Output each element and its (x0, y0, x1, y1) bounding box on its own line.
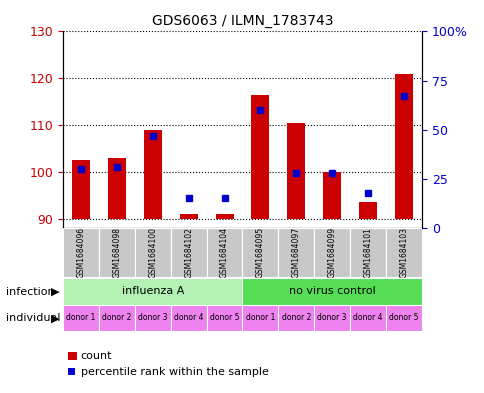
Text: no virus control: no virus control (288, 286, 375, 296)
Text: donor 1: donor 1 (66, 314, 95, 322)
Bar (278, 305, 314, 331)
Bar (170, 228, 206, 277)
Bar (242, 278, 421, 305)
Bar (251, 95, 269, 219)
Bar (135, 228, 170, 277)
Text: GSM1684095: GSM1684095 (256, 227, 264, 278)
Bar (358, 202, 376, 219)
Text: ▶: ▶ (51, 286, 60, 297)
Bar (278, 228, 314, 277)
Text: donor 3: donor 3 (138, 314, 167, 322)
Bar (206, 305, 242, 331)
Bar (215, 214, 233, 219)
Bar (72, 160, 90, 219)
Bar (314, 305, 349, 331)
Bar (63, 305, 99, 331)
Bar (206, 228, 242, 277)
Text: GSM1684097: GSM1684097 (291, 227, 300, 278)
Text: GSM1684103: GSM1684103 (399, 227, 408, 278)
Text: count: count (80, 351, 112, 361)
Bar (170, 305, 206, 331)
Text: GSM1684100: GSM1684100 (148, 227, 157, 278)
Bar (179, 214, 197, 219)
Text: donor 3: donor 3 (317, 314, 346, 322)
Text: GSM1684098: GSM1684098 (112, 227, 121, 278)
Bar (242, 305, 278, 331)
Bar (314, 228, 349, 277)
Bar (385, 228, 421, 277)
Bar (99, 305, 135, 331)
Bar (135, 305, 170, 331)
Text: GSM1684099: GSM1684099 (327, 227, 336, 278)
Text: donor 4: donor 4 (353, 314, 382, 322)
Bar (385, 305, 421, 331)
Text: ▶: ▶ (51, 313, 60, 323)
Bar (287, 123, 304, 219)
Text: donor 5: donor 5 (389, 314, 418, 322)
Bar (63, 278, 242, 305)
Bar (349, 305, 385, 331)
Bar (63, 228, 99, 277)
Text: infection: infection (6, 286, 54, 297)
Text: GSM1684102: GSM1684102 (184, 227, 193, 278)
Bar (107, 158, 125, 219)
Text: GSM1684096: GSM1684096 (76, 227, 85, 278)
Text: GSM1684101: GSM1684101 (363, 227, 372, 278)
Bar (242, 228, 278, 277)
Text: donor 2: donor 2 (281, 314, 310, 322)
Text: GSM1684104: GSM1684104 (220, 227, 228, 278)
Text: donor 5: donor 5 (210, 314, 239, 322)
Text: donor 1: donor 1 (245, 314, 274, 322)
Text: influenza A: influenza A (121, 286, 183, 296)
Bar (99, 228, 135, 277)
Bar (143, 130, 161, 219)
Bar (349, 228, 385, 277)
Bar (322, 172, 340, 219)
Text: donor 4: donor 4 (174, 314, 203, 322)
Text: percentile rank within the sample: percentile rank within the sample (80, 367, 268, 377)
Text: individual: individual (6, 313, 60, 323)
Text: GDS6063 / ILMN_1783743: GDS6063 / ILMN_1783743 (151, 14, 333, 28)
Text: donor 2: donor 2 (102, 314, 131, 322)
Bar (394, 73, 412, 219)
